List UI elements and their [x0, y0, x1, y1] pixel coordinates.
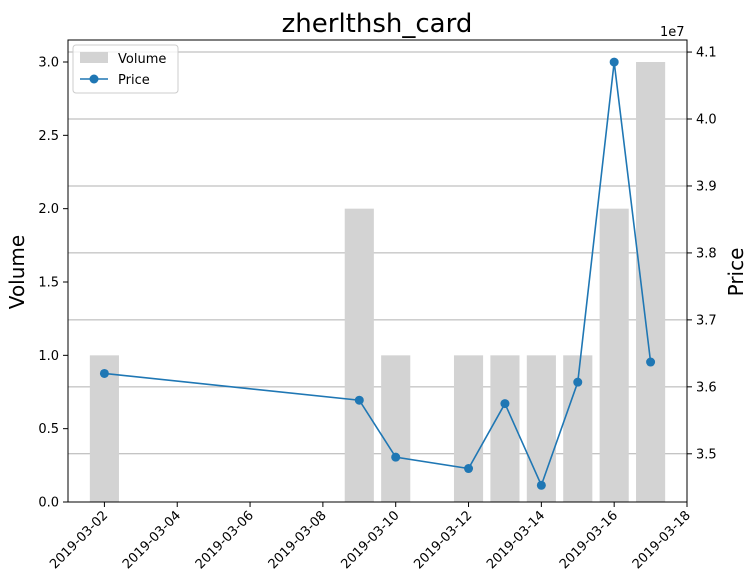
legend-swatch-volume	[80, 52, 108, 63]
volume-bar	[490, 355, 520, 502]
x-tick-label: 2019-03-08	[266, 508, 330, 572]
x-tick-label: 2019-03-14	[484, 508, 548, 572]
left-y-tick-label: 2.5	[38, 129, 59, 144]
volume-bars	[89, 62, 666, 502]
right-axis-offset-text: 1e7	[660, 25, 685, 40]
price-point	[609, 57, 619, 67]
x-tick-label: 2019-03-06	[193, 508, 257, 572]
x-tick-label: 2019-03-12	[411, 508, 475, 572]
x-tick-label: 2019-03-02	[47, 508, 111, 572]
left-y-tick-label: 2.0	[38, 202, 59, 217]
x-tick-label: 2019-03-04	[120, 508, 184, 572]
right-y-tick-label: 4.1	[696, 46, 717, 61]
grid	[68, 51, 687, 455]
price-point	[99, 368, 109, 378]
x-tick-label: 2019-03-16	[557, 508, 621, 572]
volume-bar	[344, 208, 374, 502]
price-point	[536, 480, 546, 490]
right-y-tick-label: 3.8	[696, 246, 717, 261]
right-y-tick-label: 3.6	[696, 380, 717, 395]
price-point	[354, 395, 364, 405]
legend-label-volume: Volume	[118, 52, 166, 67]
volume-bar	[89, 355, 119, 502]
volume-bar	[381, 355, 411, 502]
price-point	[500, 399, 510, 409]
price-line	[99, 57, 656, 490]
right-y-tick-label: 3.5	[696, 447, 717, 462]
left-y-tick-label: 3.0	[38, 56, 59, 71]
legend-marker-price	[89, 74, 99, 84]
y-axis-label-right: Price	[724, 248, 748, 297]
legend: Volume Price	[72, 44, 179, 94]
price-point	[391, 452, 401, 462]
x-tick-label: 2019-03-10	[338, 508, 402, 572]
legend-label-price: Price	[118, 73, 150, 88]
price-point	[646, 357, 656, 367]
left-y-tick-label: 0.5	[38, 422, 59, 437]
right-y-tick-label: 3.9	[696, 179, 717, 194]
y-axis-label-left: Volume	[5, 235, 29, 309]
x-tick-label: 2019-03-18	[630, 508, 694, 572]
volume-bar	[526, 355, 556, 502]
right-y-tick-label: 4.0	[696, 113, 717, 128]
left-y-tick-label: 1.0	[38, 349, 59, 364]
price-point	[464, 464, 474, 474]
volume-bar	[599, 208, 629, 502]
plot-frame	[67, 39, 688, 503]
left-y-tick-label: 0.0	[38, 496, 59, 511]
volume-bar	[453, 355, 484, 502]
left-y-tick-label: 1.5	[38, 276, 59, 291]
right-y-tick-label: 3.7	[696, 313, 717, 328]
chart-title: zherlthsh_card	[282, 9, 473, 39]
price-point	[573, 377, 583, 387]
